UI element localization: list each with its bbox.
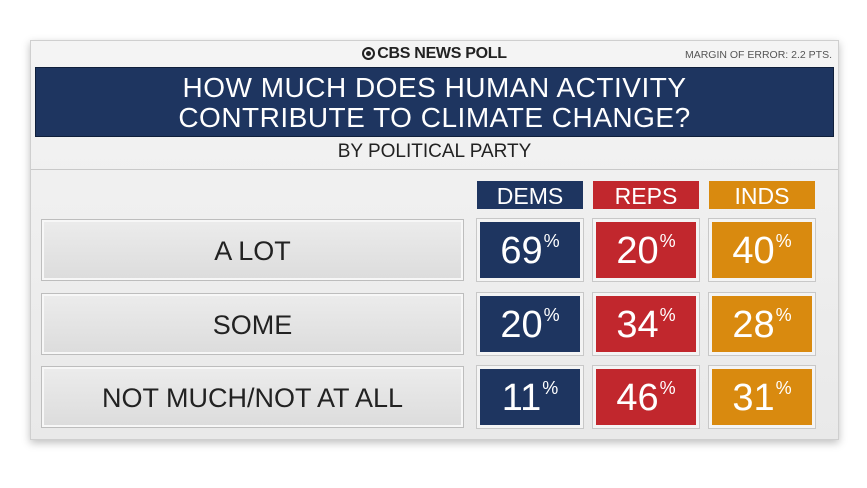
value-cell-inds: 31% (708, 365, 816, 429)
margin-of-error: MARGIN OF ERROR: 2.2 PTS. (684, 49, 832, 61)
divider (31, 169, 838, 170)
percent-sign: % (542, 378, 559, 398)
brand-label: CBS NEWS POLL (377, 45, 507, 62)
brand-header: CBS NEWS POLL (31, 45, 838, 63)
value-number: 20 (616, 230, 659, 272)
percent-sign: % (659, 305, 676, 325)
value-number: 34 (616, 304, 659, 346)
poll-card: CBS NEWS POLL MARGIN OF ERROR: 2.2 PTS. … (30, 40, 839, 440)
value-cell-dems: 69% (476, 218, 584, 282)
title-line-1: HOW MUCH DOES HUMAN ACTIVITY (182, 72, 687, 103)
title-bar: HOW MUCH DOES HUMAN ACTIVITY CONTRIBUTE … (35, 67, 834, 137)
value-number: 28 (732, 304, 775, 346)
percent-sign: % (659, 231, 676, 251)
percent-sign: % (659, 378, 676, 398)
percent-sign: % (543, 231, 560, 251)
subtitle: BY POLITICAL PARTY (337, 141, 532, 162)
title-line-2: CONTRIBUTE TO CLIMATE CHANGE? (178, 102, 691, 133)
percent-sign: % (775, 305, 792, 325)
value-cell-inds: 28% (708, 292, 816, 356)
value-cell-reps: 20% (592, 218, 700, 282)
value-cell-reps: 34% (592, 292, 700, 356)
value-cell-dems: 20% (476, 292, 584, 356)
value-cell-inds: 40% (708, 218, 816, 282)
value-number: 46 (616, 377, 659, 419)
column-header-dems: DEMS (477, 181, 583, 209)
column-header-inds: INDS (709, 181, 815, 209)
value-cell-dems: 11% (476, 365, 584, 429)
row-label: SOME (41, 293, 464, 355)
value-number: 69 (500, 230, 543, 272)
percent-sign: % (543, 305, 560, 325)
value-number: 11 (501, 377, 542, 419)
value-number: 20 (500, 304, 543, 346)
column-header-reps: REPS (593, 181, 699, 209)
value-number: 40 (732, 230, 775, 272)
value-number: 31 (732, 377, 775, 419)
row-label: NOT MUCH/NOT AT ALL (41, 366, 464, 428)
cbs-eye-logo-icon (362, 47, 376, 60)
row-label: A LOT (41, 219, 464, 281)
percent-sign: % (775, 231, 792, 251)
value-cell-reps: 46% (592, 365, 700, 429)
percent-sign: % (775, 378, 792, 398)
